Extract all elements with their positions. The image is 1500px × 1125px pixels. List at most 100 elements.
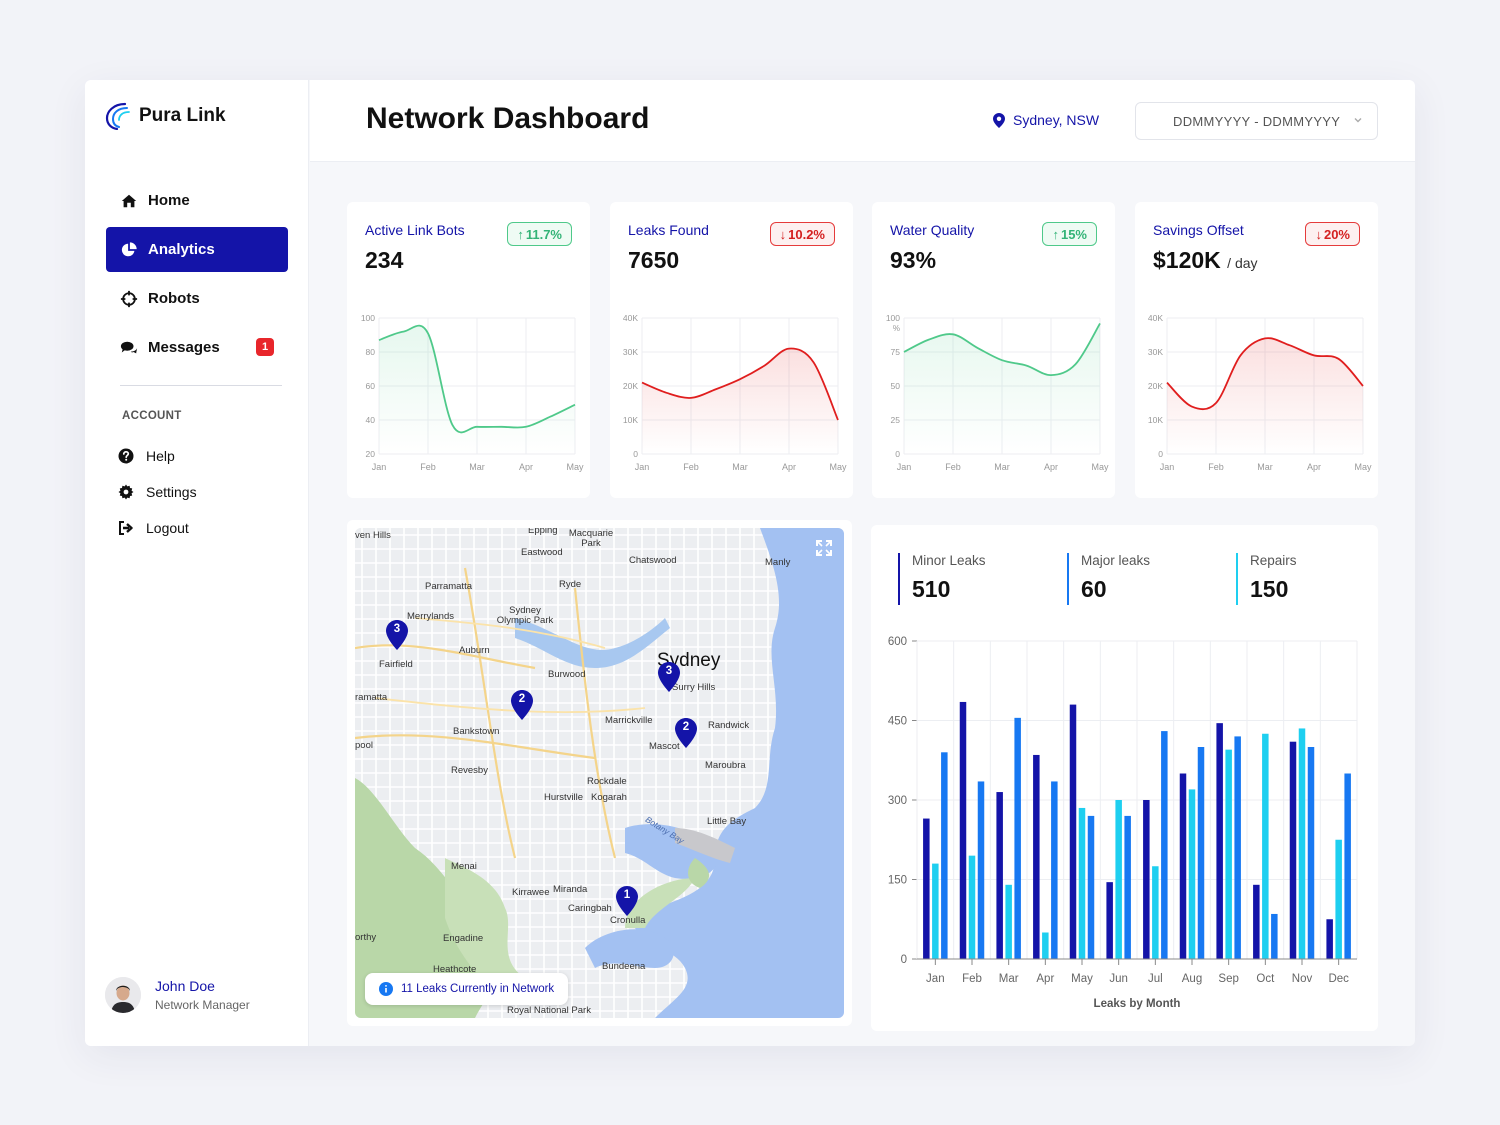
x-tick-label: Jan xyxy=(926,973,945,985)
account-item-label: Logout xyxy=(146,520,189,536)
y-tick-label: 300 xyxy=(888,795,907,807)
bar-minor-leaks xyxy=(1069,704,1077,959)
bar-minor-leaks xyxy=(1326,919,1333,959)
leak-pin[interactable]: 2 xyxy=(511,690,533,720)
user-profile[interactable]: John Doe Network Manager xyxy=(105,977,250,1013)
arrow-up-icon: ↑ xyxy=(517,226,524,242)
map-label: Cronulla xyxy=(610,915,646,926)
account-item-settings[interactable]: Settings xyxy=(118,474,197,510)
map-label: Hurstville xyxy=(544,792,584,803)
x-tick-label: Feb xyxy=(420,462,436,472)
kpi-change-badge: ↑ 15% xyxy=(1042,222,1097,246)
date-range-picker[interactable]: DDMMYYYY - DDMMYYYY xyxy=(1135,102,1378,140)
nav-item-analytics[interactable]: Analytics xyxy=(106,227,288,272)
leak-map-card: Epping Macquarie Park ven Hills Eastwood… xyxy=(347,520,852,1026)
y-tick-label: 20K xyxy=(623,381,638,391)
account-item-logout[interactable]: Logout xyxy=(118,510,197,546)
y-tick-label: 25 xyxy=(891,415,901,425)
unread-badge: 1 xyxy=(256,338,274,356)
bar-major-leaks xyxy=(1087,815,1095,959)
kpi-sparkline-chart: 0 10K 20K 30K 40K Jan Feb Mar Apr May xyxy=(1148,313,1372,472)
leaks-by-month-card: Minor Leaks 510 Major leaks 60 Repairs 1… xyxy=(871,525,1378,1031)
x-tick-label: Sep xyxy=(1218,973,1238,985)
x-tick-label: Mar xyxy=(1257,462,1273,472)
leak-map[interactable]: Epping Macquarie Park ven Hills Eastwood… xyxy=(355,528,844,1018)
map-label: Menai xyxy=(451,861,477,872)
area-fill xyxy=(1167,338,1363,454)
info-icon xyxy=(379,982,393,996)
bar-major-leaks xyxy=(1051,781,1058,959)
map-label: Ryde xyxy=(559,579,582,590)
leak-pin[interactable]: 3 xyxy=(386,620,408,650)
x-tick-label: Feb xyxy=(1208,462,1224,472)
bar-major-leaks xyxy=(1344,773,1351,959)
x-tick-label: Mar xyxy=(469,462,485,472)
series-line xyxy=(378,324,576,434)
stat-label: Repairs xyxy=(1250,553,1297,568)
x-tick-label: Feb xyxy=(962,973,982,985)
brand[interactable]: Pura Link xyxy=(105,102,226,130)
bar-minor-leaks xyxy=(1106,882,1113,959)
map-label: orthy xyxy=(355,932,377,943)
leak-pin[interactable]: 1 xyxy=(616,886,638,916)
bar-major-leaks xyxy=(1197,747,1205,959)
expand-map-icon[interactable] xyxy=(816,540,832,556)
crosshair-icon xyxy=(120,290,138,307)
y-tick-label: 100 xyxy=(886,313,900,323)
kpi-value: $120K / day xyxy=(1153,247,1258,273)
x-tick-label: May xyxy=(566,462,584,472)
nav-item-messages[interactable]: Messages 1 xyxy=(106,325,288,370)
stat-value: 60 xyxy=(1081,576,1107,602)
bar-repairs xyxy=(1078,807,1086,959)
map-label: Surry Hills xyxy=(672,682,716,693)
kpi-value: 234 xyxy=(365,247,404,273)
chevron-down-icon xyxy=(1354,118,1362,123)
y-tick-label: 0 xyxy=(901,954,907,966)
bar-minor-leaks xyxy=(1143,800,1150,959)
map-label: Eastwood xyxy=(521,547,563,558)
x-tick-label: May xyxy=(1071,973,1093,985)
x-tick-label: Aug xyxy=(1182,973,1202,985)
leak-pin[interactable]: 2 xyxy=(675,718,697,748)
leak-pin[interactable]: 3 xyxy=(658,662,680,692)
y-tick-label: 40K xyxy=(1148,313,1163,323)
y-tick-label: 75 xyxy=(891,347,901,357)
y-tick-label: 10K xyxy=(1148,415,1163,425)
location-selector[interactable]: Sydney, NSW xyxy=(993,112,1099,128)
logout-icon xyxy=(119,521,133,535)
map-label: Bankstown xyxy=(453,726,500,737)
y-tick-label: 80 xyxy=(366,347,376,357)
x-tick-label: Apr xyxy=(1036,973,1054,985)
stat-major-leaks: Major leaks 60 xyxy=(1067,553,1150,605)
y-tick-label: 600 xyxy=(888,636,907,648)
map-label: ven Hills xyxy=(355,530,391,541)
map-label: Revesby xyxy=(451,765,488,776)
nav-item-home[interactable]: Home xyxy=(106,178,288,223)
bar-repairs xyxy=(1262,733,1269,959)
account-item-help[interactable]: Help xyxy=(118,438,197,474)
y-tick-label: 30K xyxy=(1148,347,1163,357)
map-label: Maroubra xyxy=(705,760,746,771)
kpi-card-leaks-found: Leaks Found 7650 ↓ 10.2% 0 10K 20K 30K 40K Jan… xyxy=(610,202,853,498)
y-tick-label: 450 xyxy=(888,716,907,728)
series-line xyxy=(903,322,1101,377)
x-tick-label: May xyxy=(829,462,847,472)
bar-minor-leaks xyxy=(1289,741,1297,959)
y-axis-label: % xyxy=(893,324,900,333)
nav-item-robots[interactable]: Robots xyxy=(106,276,288,321)
leaks-in-network-text: 11 Leaks Currently in Network xyxy=(401,983,555,995)
map-label: Merrylands xyxy=(407,611,454,622)
y-tick-label: 10K xyxy=(623,415,638,425)
kpi-card-active-link-bots: Active Link Bots 234 ↑ 11.7% 20 40 60 80 100 J… xyxy=(347,202,590,498)
x-tick-label: Jan xyxy=(635,462,650,472)
bar-repairs xyxy=(1152,866,1159,959)
leaks-in-network-chip[interactable]: 11 Leaks Currently in Network xyxy=(365,973,569,1005)
bar-minor-leaks xyxy=(1253,884,1260,959)
kpi-value: 93% xyxy=(890,247,937,273)
bar-major-leaks xyxy=(1234,736,1241,959)
leaks-by-month-chart: 0 150 300 450 600 Jan Feb Mar Apr May Jun Jul Aug Sep… xyxy=(888,636,1358,1010)
user-role: Network Manager xyxy=(155,998,250,1012)
app-window: Pura Link Home Analytics Robots Messages… xyxy=(85,80,1415,1046)
map-label: Manly xyxy=(765,557,791,568)
x-tick-label: Dec xyxy=(1328,973,1349,985)
